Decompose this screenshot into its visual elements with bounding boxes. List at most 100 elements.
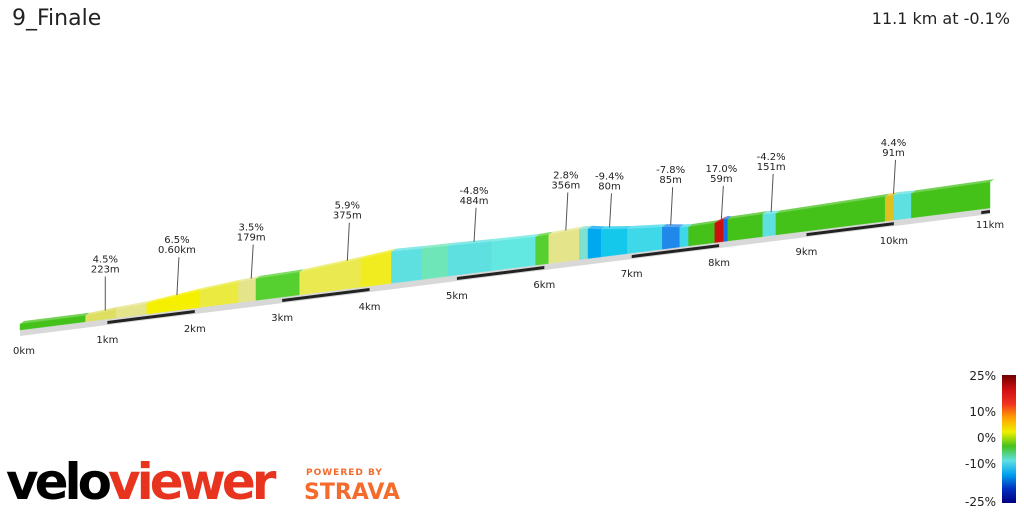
page-title: 9_Finale (12, 6, 102, 31)
annotation-gradient: 5.9% (335, 201, 360, 212)
annotation-length: 356m (551, 180, 580, 191)
annotation-length: 80m (598, 181, 620, 192)
km-tick-label: 6km (533, 280, 555, 291)
profile-segment (893, 193, 912, 221)
annotation-leader (176, 257, 180, 296)
km-tick-label: 8km (708, 258, 730, 269)
annotation-gradient: -9.4% (595, 171, 624, 182)
profile-segment-top (679, 223, 693, 228)
legend-stop-label: -10% (965, 457, 996, 471)
km-band (107, 310, 195, 325)
annotation-gradient: -7.8% (656, 165, 685, 176)
profile-segment-top (579, 225, 593, 230)
profile-segment-top (299, 255, 365, 273)
annotation-leader (608, 193, 612, 228)
annotation-length: 179m (237, 233, 266, 244)
profile-segments (19, 179, 994, 331)
gradient-legend: 25% 10% 0% -10% -25% (965, 369, 1016, 509)
route-summary: 11.1 km at -0.1% (871, 9, 1010, 28)
profile-segment (579, 228, 589, 260)
annotation-leader (893, 159, 897, 194)
profile-segment-top (535, 231, 553, 237)
km-tick-label: 5km (446, 291, 468, 302)
profile-segment-top (588, 225, 606, 230)
annotation-gradient: 3.5% (239, 223, 264, 234)
profile-segment (714, 218, 724, 243)
km-band (282, 288, 370, 303)
profile-segment-top (601, 225, 632, 230)
km-tick-label: 9km (796, 247, 818, 258)
km-band (631, 244, 720, 259)
annotation-gradient: -4.8% (460, 186, 489, 197)
annotation-gradient: 17.0% (705, 164, 737, 175)
profile-segment-top (885, 191, 898, 197)
logo-velo: velo (6, 453, 112, 511)
annotation-gradient: -4.2% (757, 152, 786, 163)
profile-segment-top (391, 245, 426, 252)
strava-logo: STRAVA (304, 480, 400, 505)
profile-segment (884, 194, 895, 222)
profile-segment-top (727, 211, 767, 220)
annotation-length: 151m (757, 162, 786, 173)
profile-segment (688, 222, 715, 247)
gradient-annotations: 4.5%223m6.5%0.60km3.5%179m5.9%375m-4.8%4… (91, 138, 906, 311)
legend-stop-label: -25% (965, 495, 996, 509)
profile-segment-top (723, 216, 732, 220)
km-tick-label: 11km (976, 220, 1004, 231)
profile-segment-top (627, 224, 667, 229)
profile-segment-top (238, 275, 260, 283)
annotation-leader (473, 207, 477, 242)
profile-segment (662, 226, 680, 250)
profile-segment-top (893, 190, 916, 195)
annotation-leader (720, 185, 724, 220)
annotation-length: 0.60km (158, 245, 196, 256)
annotation-length: 375m (333, 211, 362, 222)
legend-stop-label: 10% (969, 405, 996, 419)
km-band (456, 266, 545, 281)
profile-segment (762, 213, 777, 237)
annotation-length: 91m (882, 148, 904, 159)
annotation-length: 484m (460, 196, 489, 207)
annotation-gradient: 4.4% (881, 138, 906, 149)
annotation-gradient: 2.8% (553, 170, 578, 181)
km-band (806, 222, 894, 237)
profile-segment-top (199, 279, 243, 291)
profile-segment-top (662, 224, 684, 228)
annotation-leader (250, 244, 254, 279)
km-tick-label: 1km (96, 335, 118, 346)
profile-segment-top (116, 300, 151, 310)
profile-segment (587, 228, 602, 259)
km-tick-label: 4km (359, 302, 381, 313)
annotation-length: 223m (91, 264, 120, 275)
km-tick-label: 10km (880, 236, 908, 247)
legend-color-bar (1002, 375, 1016, 503)
km-tick-label: 7km (621, 269, 643, 280)
km-band (981, 210, 990, 215)
profile-segment (421, 245, 449, 280)
profile-segment-top (548, 226, 584, 235)
annotation-gradient: 4.5% (93, 254, 118, 265)
km-tick-label: 3km (271, 313, 293, 324)
logo-viewer: viewer (108, 453, 276, 511)
profile-segment-top (20, 312, 90, 324)
profile-segment (491, 236, 536, 271)
annotation-length: 59m (710, 174, 732, 185)
annotation-leader (565, 192, 569, 231)
profile-segment (447, 241, 493, 277)
profile-segment (911, 181, 991, 219)
profile-segment-top (911, 179, 994, 194)
profile-segment (238, 278, 257, 303)
profile-segment-top (146, 287, 204, 304)
profile-base (20, 208, 990, 336)
profile-segment (627, 226, 663, 254)
profile-segment (723, 218, 729, 242)
profile-segment-top (421, 242, 453, 249)
profile-segment-top (255, 269, 304, 279)
annotation-leader (770, 173, 774, 212)
profile-segment (548, 229, 580, 264)
profile-segment-top (762, 210, 780, 215)
legend-stop-label: 0% (977, 431, 996, 445)
annotation-gradient: 6.5% (164, 235, 189, 246)
profile-segment-top (688, 219, 719, 227)
profile-segment-top (491, 233, 540, 242)
